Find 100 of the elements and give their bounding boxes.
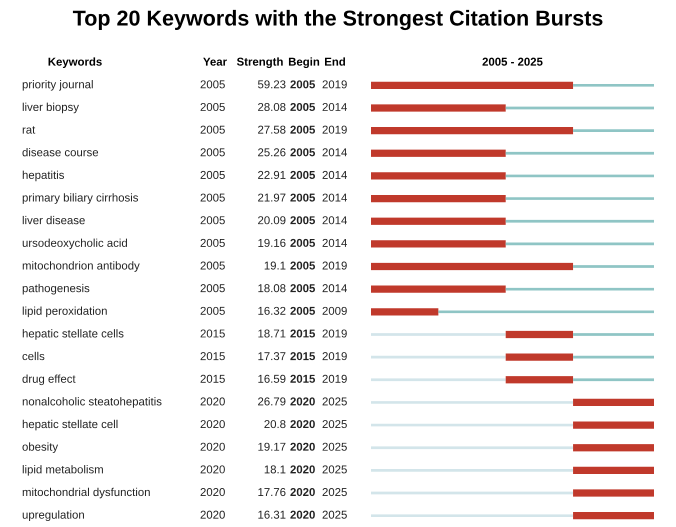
text: 2020 xyxy=(200,442,225,451)
bar xyxy=(506,197,654,200)
bar xyxy=(506,376,574,384)
text: 21.97 xyxy=(258,194,286,202)
bar xyxy=(573,421,654,429)
bar xyxy=(371,401,574,404)
y-tick-label: hepatic stellate cell xyxy=(22,420,118,430)
bar xyxy=(371,262,574,270)
text: 2015 xyxy=(290,352,316,360)
bar xyxy=(573,378,654,382)
text: 16.31 xyxy=(258,510,286,519)
bar xyxy=(371,286,506,293)
y-tick-label: liver disease xyxy=(22,216,85,224)
text: 2020 xyxy=(200,488,225,496)
text: 2014 xyxy=(322,194,347,202)
bar xyxy=(371,308,438,316)
text: Keywords xyxy=(48,57,102,68)
text: 2005 xyxy=(290,306,316,315)
text: 2020 xyxy=(290,510,315,519)
text: 2020 xyxy=(290,488,315,496)
text: 2005 xyxy=(200,126,225,134)
y-tick-label: primary biliary cirrhosis xyxy=(22,193,138,204)
bar xyxy=(371,172,506,180)
bar xyxy=(371,424,574,426)
text: 2005 xyxy=(200,170,225,179)
y-tick-label: rat xyxy=(22,126,36,134)
y-tick-label: mitochondrial dysfunction xyxy=(22,488,150,498)
bar xyxy=(573,444,654,452)
y-tick-label: pathogenesis xyxy=(22,284,90,294)
bar xyxy=(573,489,654,497)
y-tick-label: nonalcoholic steatohepatitis xyxy=(22,397,162,408)
text: 2005 xyxy=(290,216,316,224)
text: 16.32 xyxy=(258,306,286,315)
text: 17.37 xyxy=(258,352,286,360)
bar xyxy=(573,466,654,474)
text: 2020 xyxy=(200,397,225,406)
bar xyxy=(371,194,506,202)
text: 18.08 xyxy=(258,284,286,292)
text: 2014 xyxy=(322,284,347,292)
text: 26.79 xyxy=(258,397,286,406)
text: Begin xyxy=(288,57,320,68)
text: 27.58 xyxy=(258,126,286,134)
text: 2020 xyxy=(290,420,315,428)
text: 2005 xyxy=(290,126,316,134)
text: 2025 xyxy=(322,397,347,406)
y-tick-label: cells xyxy=(22,352,44,360)
text: 2014 xyxy=(322,216,347,224)
bar xyxy=(371,240,506,248)
text: 2025 xyxy=(322,442,347,451)
text: 2020 xyxy=(200,465,225,474)
text: 18.1 xyxy=(264,465,286,474)
y-tick-label: disease course xyxy=(22,148,98,156)
text: 2005 xyxy=(200,102,225,112)
text: 2005 xyxy=(200,148,225,156)
text: 2019 xyxy=(322,329,347,338)
bar xyxy=(371,446,574,450)
text: 2025 xyxy=(322,510,347,519)
bar xyxy=(506,242,654,246)
bar xyxy=(371,356,506,358)
text: 2019 xyxy=(322,374,347,383)
text: 59.23 xyxy=(258,80,286,88)
text: 2005 xyxy=(200,262,225,270)
bar xyxy=(506,220,654,223)
text: 2015 xyxy=(200,374,225,383)
y-tick-label: hepatic stellate cells xyxy=(22,329,124,340)
text: 2005 xyxy=(290,170,316,179)
text: 2005 xyxy=(290,284,316,292)
bar xyxy=(573,265,654,268)
bar xyxy=(371,469,574,472)
text: 2025 xyxy=(322,420,347,428)
text: 22.91 xyxy=(258,170,286,179)
bar xyxy=(371,333,506,336)
bar xyxy=(371,514,574,518)
bar xyxy=(371,492,574,494)
text: 18.71 xyxy=(258,329,286,338)
y-tick-label: priority journal xyxy=(22,80,93,91)
text: 2020 xyxy=(290,465,315,474)
bar xyxy=(573,398,654,406)
text: 2005 xyxy=(200,80,225,88)
bar xyxy=(371,150,506,157)
text: 2014 xyxy=(322,102,347,112)
text: Strength xyxy=(236,57,283,68)
text: 16.59 xyxy=(258,374,286,383)
text: 20.8 xyxy=(264,420,286,428)
text: 25.26 xyxy=(258,148,286,156)
x-axis-title: 2005 - 2025 xyxy=(482,58,543,66)
bar xyxy=(506,106,654,110)
bar xyxy=(506,354,574,361)
bar xyxy=(573,333,654,336)
y-tick-label: hepatitis xyxy=(22,170,64,182)
text: 2015 xyxy=(200,329,225,338)
text: 20.09 xyxy=(258,216,286,224)
text: 2020 xyxy=(290,442,315,451)
chart-title: Top 20 Keywords with the Strongest Citation Bursts xyxy=(72,10,602,30)
text: 2005 xyxy=(200,284,225,292)
text: 19.16 xyxy=(258,238,286,247)
text: 2005 xyxy=(290,148,316,156)
bar xyxy=(371,82,574,89)
bar xyxy=(506,174,654,178)
text: 2009 xyxy=(322,306,347,315)
